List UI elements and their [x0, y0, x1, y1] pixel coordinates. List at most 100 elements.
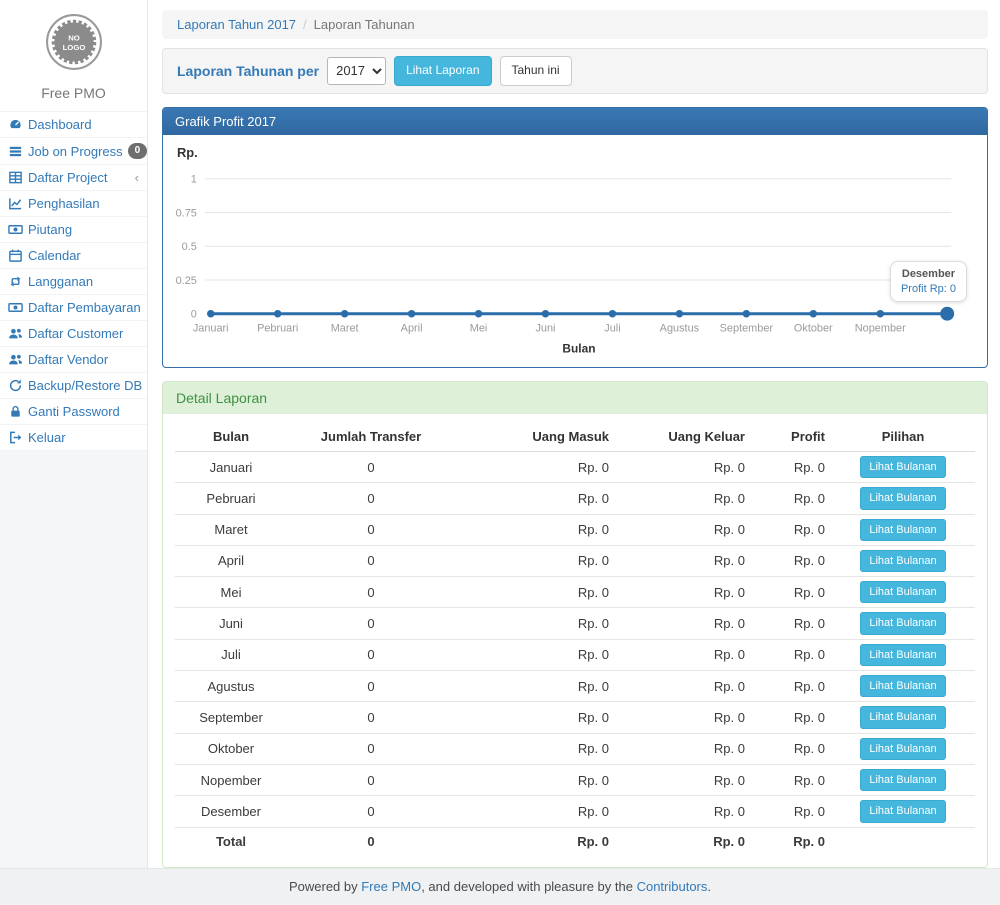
lihat-bulanan-button-januari[interactable]: Lihat Bulanan: [860, 456, 945, 478]
sidebar-item-daftar-pembayaran[interactable]: Daftar Pembayaran: [0, 295, 147, 321]
chart-point-pebruari[interactable]: [274, 310, 282, 318]
cell-jumlah-transfer: 0: [287, 577, 455, 608]
sidebar-item-piutang[interactable]: Piutang: [0, 217, 147, 243]
lihat-bulanan-button-juli[interactable]: Lihat Bulanan: [860, 644, 945, 666]
x-tick-label: Pebruari: [257, 322, 298, 334]
lihat-laporan-button[interactable]: Lihat Laporan: [394, 56, 491, 86]
chart-svg: Rp.10.750.50.250JanuariPebruariMaretApri…: [173, 143, 977, 363]
lihat-bulanan-button-agustus[interactable]: Lihat Bulanan: [860, 675, 945, 697]
cell-uang-keluar: Rp. 0: [615, 577, 751, 608]
lihat-bulanan-button-oktober[interactable]: Lihat Bulanan: [860, 738, 945, 760]
chart-point-nopember[interactable]: [876, 310, 884, 318]
y-tick-label: 1: [191, 173, 197, 185]
table-row-nopember: Nopember0Rp. 0Rp. 0Rp. 0Lihat Bulanan: [175, 764, 975, 795]
sidebar-item-label: Dashboard: [28, 117, 92, 132]
table-row-juni: Juni0Rp. 0Rp. 0Rp. 0Lihat Bulanan: [175, 608, 975, 639]
breadcrumb-link-laporan-tahun[interactable]: Laporan Tahun 2017: [177, 17, 296, 32]
sidebar-item-dashboard[interactable]: Dashboard: [0, 112, 147, 138]
detail-laporan-panel: Detail Laporan BulanJumlah TransferUang …: [162, 381, 988, 868]
chart-point-september[interactable]: [743, 310, 751, 318]
total-cell-uang-keluar: Rp. 0: [615, 827, 751, 853]
cell-profit: Rp. 0: [751, 764, 831, 795]
footer-text-suffix: .: [707, 879, 711, 894]
lihat-bulanan-button-desember[interactable]: Lihat Bulanan: [860, 800, 945, 822]
sidebar-item-keluar[interactable]: Keluar: [0, 425, 147, 451]
total-cell-uang-masuk: Rp. 0: [455, 827, 615, 853]
sidebar-item-daftar-customer[interactable]: Daftar Customer: [0, 321, 147, 347]
sidebar-item-label: Daftar Vendor: [28, 352, 108, 367]
refresh-icon: [8, 378, 23, 393]
cell-bulan: Juli: [175, 639, 287, 670]
sidebar-item-job-on-progress[interactable]: Job on Progress0: [0, 138, 147, 165]
sidebar-item-langganan[interactable]: Langganan: [0, 269, 147, 295]
brand: NO LOGO Free PMO: [0, 0, 147, 112]
breadcrumb-separator: /: [303, 17, 307, 32]
y-tick-label: 0: [191, 308, 197, 320]
lihat-bulanan-button-maret[interactable]: Lihat Bulanan: [860, 519, 945, 541]
lihat-bulanan-button-mei[interactable]: Lihat Bulanan: [860, 581, 945, 603]
cell-uang-keluar: Rp. 0: [615, 483, 751, 514]
cell-uang-masuk: Rp. 0: [455, 545, 615, 576]
chart-point-januari[interactable]: [207, 310, 215, 318]
cell-uang-masuk: Rp. 0: [455, 671, 615, 702]
table-row-agustus: Agustus0Rp. 0Rp. 0Rp. 0Lihat Bulanan: [175, 671, 975, 702]
tahun-ini-button[interactable]: Tahun ini: [500, 56, 572, 86]
year-select[interactable]: 2017: [327, 57, 386, 85]
chart-tooltip: Desember Profit Rp: 0: [890, 261, 967, 302]
y-tick-label: 0.25: [176, 275, 197, 287]
cell-uang-masuk: Rp. 0: [455, 639, 615, 670]
table-row-juli: Juli0Rp. 0Rp. 0Rp. 0Lihat Bulanan: [175, 639, 975, 670]
footer-link-free-pmo[interactable]: Free PMO: [361, 879, 421, 894]
table-row-januari: Januari0Rp. 0Rp. 0Rp. 0Lihat Bulanan: [175, 451, 975, 482]
cell-bulan: Januari: [175, 451, 287, 482]
column-header-profit: Profit: [751, 422, 831, 452]
sidebar-item-ganti-password[interactable]: Ganti Password: [0, 399, 147, 425]
x-tick-label: Juli: [604, 322, 620, 334]
lihat-bulanan-button-september[interactable]: Lihat Bulanan: [860, 706, 945, 728]
chart-point-juni[interactable]: [542, 310, 550, 318]
cell-bulan: Juni: [175, 608, 287, 639]
table-row-maret: Maret0Rp. 0Rp. 0Rp. 0Lihat Bulanan: [175, 514, 975, 545]
sidebar-item-daftar-vendor[interactable]: Daftar Vendor: [0, 347, 147, 373]
sidebar-item-penghasilan[interactable]: Penghasilan: [0, 191, 147, 217]
x-tick-label: Nopember: [855, 322, 906, 334]
lihat-bulanan-button-april[interactable]: Lihat Bulanan: [860, 550, 945, 572]
footer-text-prefix: Powered by: [289, 879, 361, 894]
chart-point-april[interactable]: [408, 310, 416, 318]
sidebar-item-backup-restore-db[interactable]: Backup/Restore DB: [0, 373, 147, 399]
sidebar-item-label: Penghasilan: [28, 196, 100, 211]
cell-uang-keluar: Rp. 0: [615, 733, 751, 764]
sidebar-item-daftar-project[interactable]: Daftar Project‹: [0, 165, 147, 191]
cell-profit: Rp. 0: [751, 608, 831, 639]
chart-point-mei[interactable]: [475, 310, 483, 318]
cell-uang-masuk: Rp. 0: [455, 483, 615, 514]
chart-point-juli[interactable]: [609, 310, 617, 318]
no-logo-placeholder: NO LOGO: [45, 13, 103, 76]
sidebar-item-label: Backup/Restore DB: [28, 378, 142, 393]
footer-link-contributors[interactable]: Contributors: [637, 879, 708, 894]
column-header-jumlah-transfer: Jumlah Transfer: [287, 422, 455, 452]
count-badge: 0: [128, 143, 148, 159]
column-header-uang-keluar: Uang Keluar: [615, 422, 751, 452]
chart-point-desember[interactable]: [940, 306, 954, 320]
chart-point-maret[interactable]: [341, 310, 349, 318]
profit-line-chart: Rp.10.750.50.250JanuariPebruariMaretApri…: [173, 143, 977, 363]
lihat-bulanan-button-nopember[interactable]: Lihat Bulanan: [860, 769, 945, 791]
lihat-bulanan-button-juni[interactable]: Lihat Bulanan: [860, 612, 945, 634]
chart-point-agustus[interactable]: [676, 310, 684, 318]
sign-out-icon: [8, 430, 23, 445]
cell-pilihan: Lihat Bulanan: [831, 483, 975, 514]
x-tick-label: Mei: [470, 322, 488, 334]
calendar-icon: [8, 248, 23, 263]
chart-line-icon: [8, 196, 23, 211]
sidebar-fill: [0, 451, 147, 868]
chevron-left-icon: ‹: [135, 171, 139, 184]
x-tick-label: Juni: [535, 322, 555, 334]
sidebar-item-calendar[interactable]: Calendar: [0, 243, 147, 269]
cell-profit: Rp. 0: [751, 483, 831, 514]
chart-point-oktober[interactable]: [810, 310, 818, 318]
logo-line-1: NO: [68, 33, 80, 42]
lihat-bulanan-button-pebruari[interactable]: Lihat Bulanan: [860, 487, 945, 509]
cell-uang-keluar: Rp. 0: [615, 608, 751, 639]
table-row-september: September0Rp. 0Rp. 0Rp. 0Lihat Bulanan: [175, 702, 975, 733]
